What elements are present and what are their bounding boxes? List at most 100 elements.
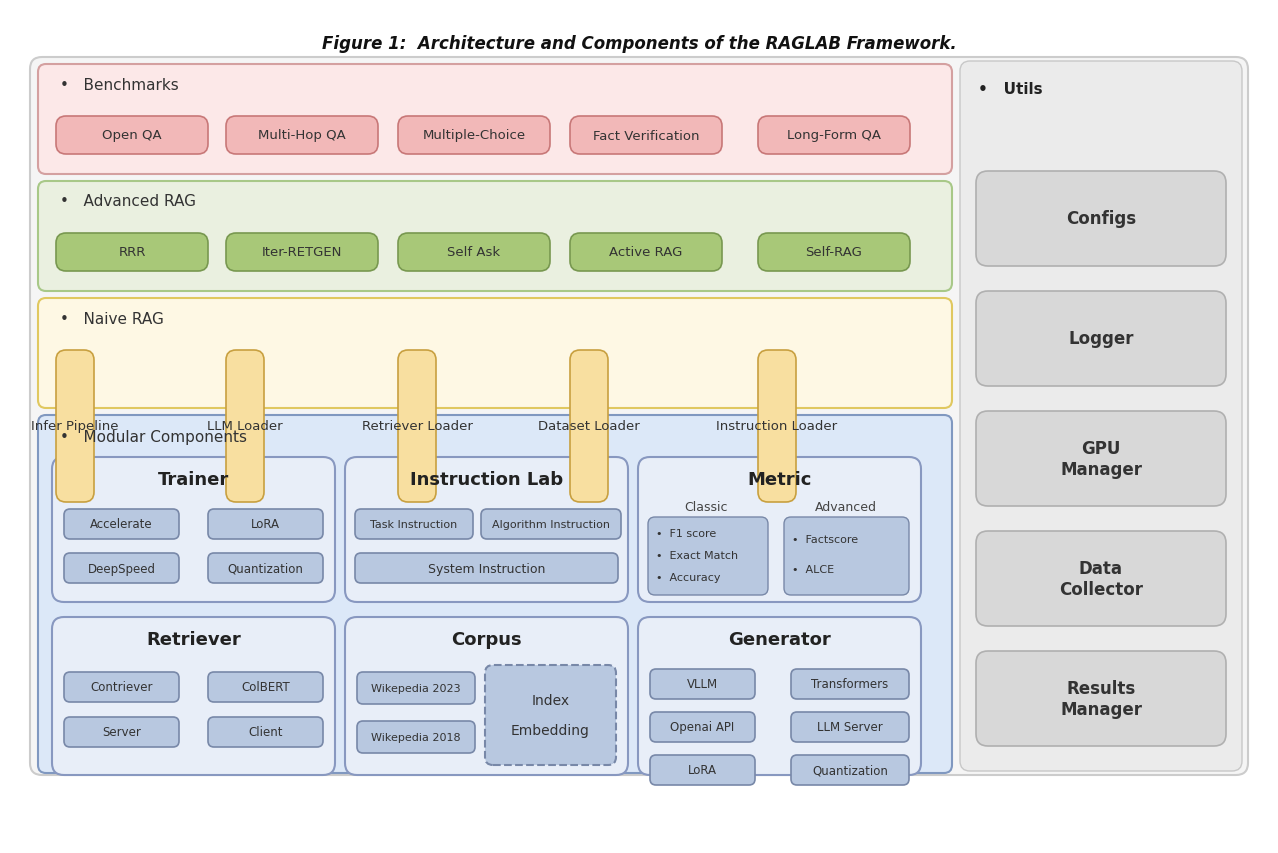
FancyBboxPatch shape bbox=[758, 117, 910, 154]
Text: DeepSpeed: DeepSpeed bbox=[87, 562, 156, 575]
Text: Figure 1:  Architecture and Components of the RAGLAB Framework.: Figure 1: Architecture and Components of… bbox=[322, 35, 956, 53]
Text: LoRA: LoRA bbox=[250, 518, 280, 531]
Text: Long-Form QA: Long-Form QA bbox=[787, 130, 881, 142]
Text: •  ALCE: • ALCE bbox=[792, 565, 835, 574]
FancyBboxPatch shape bbox=[481, 509, 621, 539]
Text: Advanced: Advanced bbox=[815, 501, 877, 514]
FancyBboxPatch shape bbox=[758, 351, 796, 502]
FancyBboxPatch shape bbox=[397, 234, 550, 272]
Text: Self Ask: Self Ask bbox=[447, 247, 501, 259]
FancyBboxPatch shape bbox=[570, 234, 722, 272]
FancyBboxPatch shape bbox=[758, 234, 910, 272]
FancyBboxPatch shape bbox=[208, 717, 323, 747]
FancyBboxPatch shape bbox=[226, 117, 378, 154]
Text: LLM Server: LLM Server bbox=[817, 721, 883, 734]
FancyBboxPatch shape bbox=[976, 531, 1226, 626]
FancyBboxPatch shape bbox=[29, 58, 1249, 775]
Text: LLM Loader: LLM Loader bbox=[207, 420, 282, 433]
FancyBboxPatch shape bbox=[208, 554, 323, 583]
Text: Multiple-Choice: Multiple-Choice bbox=[423, 130, 525, 142]
Text: Dataset Loader: Dataset Loader bbox=[538, 420, 640, 433]
Text: •   Advanced RAG: • Advanced RAG bbox=[60, 194, 196, 209]
Text: Configs: Configs bbox=[1066, 210, 1136, 229]
Text: •   Naive RAG: • Naive RAG bbox=[60, 311, 164, 326]
Text: Server: Server bbox=[102, 726, 141, 739]
Text: •   Modular Components: • Modular Components bbox=[60, 430, 247, 445]
Text: Openai API: Openai API bbox=[671, 721, 735, 734]
FancyBboxPatch shape bbox=[357, 721, 475, 753]
FancyBboxPatch shape bbox=[397, 351, 436, 502]
FancyBboxPatch shape bbox=[355, 509, 473, 539]
Text: Wikepedia 2023: Wikepedia 2023 bbox=[371, 683, 461, 693]
Text: Embedding: Embedding bbox=[511, 723, 590, 737]
Text: Algorithm Instruction: Algorithm Instruction bbox=[492, 519, 610, 530]
Text: Trainer: Trainer bbox=[158, 471, 229, 489]
FancyBboxPatch shape bbox=[397, 117, 550, 154]
Text: Generator: Generator bbox=[728, 630, 831, 648]
FancyBboxPatch shape bbox=[791, 755, 909, 785]
Text: Instruction Loader: Instruction Loader bbox=[717, 420, 837, 433]
FancyBboxPatch shape bbox=[38, 415, 952, 773]
FancyBboxPatch shape bbox=[64, 509, 179, 539]
FancyBboxPatch shape bbox=[648, 518, 768, 595]
Text: Corpus: Corpus bbox=[451, 630, 521, 648]
Text: ColBERT: ColBERT bbox=[242, 681, 290, 693]
Text: Client: Client bbox=[248, 726, 282, 739]
Text: Multi-Hop QA: Multi-Hop QA bbox=[258, 130, 346, 142]
Text: LoRA: LoRA bbox=[688, 763, 717, 776]
FancyBboxPatch shape bbox=[56, 117, 208, 154]
FancyBboxPatch shape bbox=[484, 665, 616, 765]
FancyBboxPatch shape bbox=[226, 351, 265, 502]
FancyBboxPatch shape bbox=[783, 518, 909, 595]
FancyBboxPatch shape bbox=[976, 292, 1226, 386]
FancyBboxPatch shape bbox=[52, 457, 335, 602]
Text: •  Exact Match: • Exact Match bbox=[656, 550, 739, 560]
Text: •  Accuracy: • Accuracy bbox=[656, 572, 721, 583]
Text: Active RAG: Active RAG bbox=[610, 247, 682, 259]
Text: •   Utils: • Utils bbox=[978, 83, 1043, 97]
FancyBboxPatch shape bbox=[56, 351, 95, 502]
Text: Retriever Loader: Retriever Loader bbox=[362, 420, 473, 433]
FancyBboxPatch shape bbox=[64, 717, 179, 747]
FancyBboxPatch shape bbox=[64, 672, 179, 702]
FancyBboxPatch shape bbox=[960, 62, 1242, 771]
FancyBboxPatch shape bbox=[976, 411, 1226, 507]
FancyBboxPatch shape bbox=[64, 554, 179, 583]
FancyBboxPatch shape bbox=[638, 457, 921, 602]
Text: RRR: RRR bbox=[119, 247, 146, 259]
FancyBboxPatch shape bbox=[38, 65, 952, 175]
FancyBboxPatch shape bbox=[345, 457, 627, 602]
FancyBboxPatch shape bbox=[791, 712, 909, 742]
FancyBboxPatch shape bbox=[651, 712, 755, 742]
FancyBboxPatch shape bbox=[357, 672, 475, 705]
FancyBboxPatch shape bbox=[651, 670, 755, 699]
FancyBboxPatch shape bbox=[976, 651, 1226, 746]
FancyBboxPatch shape bbox=[208, 672, 323, 702]
Text: Self-RAG: Self-RAG bbox=[805, 247, 863, 259]
FancyBboxPatch shape bbox=[56, 234, 208, 272]
Text: Contriever: Contriever bbox=[91, 681, 153, 693]
Text: •   Benchmarks: • Benchmarks bbox=[60, 78, 179, 92]
FancyBboxPatch shape bbox=[651, 755, 755, 785]
FancyBboxPatch shape bbox=[345, 618, 627, 775]
Text: Index: Index bbox=[532, 693, 570, 707]
Text: Fact Verification: Fact Verification bbox=[593, 130, 699, 142]
Text: GPU
Manager: GPU Manager bbox=[1059, 439, 1143, 479]
Text: Task Instruction: Task Instruction bbox=[371, 519, 458, 530]
Text: VLLM: VLLM bbox=[688, 677, 718, 691]
FancyBboxPatch shape bbox=[226, 234, 378, 272]
Text: Wikepedia 2018: Wikepedia 2018 bbox=[371, 732, 461, 742]
Text: Data
Collector: Data Collector bbox=[1059, 560, 1143, 598]
FancyBboxPatch shape bbox=[52, 618, 335, 775]
Text: System Instruction: System Instruction bbox=[428, 562, 546, 575]
Text: Quantization: Quantization bbox=[227, 562, 303, 575]
Text: Iter-RETGEN: Iter-RETGEN bbox=[262, 247, 343, 259]
Text: •  Factscore: • Factscore bbox=[792, 534, 858, 544]
FancyBboxPatch shape bbox=[38, 182, 952, 292]
Text: Retriever: Retriever bbox=[146, 630, 240, 648]
Text: •  F1 score: • F1 score bbox=[656, 528, 716, 538]
FancyBboxPatch shape bbox=[570, 117, 722, 154]
Text: Results
Manager: Results Manager bbox=[1059, 679, 1143, 718]
Text: Metric: Metric bbox=[748, 471, 812, 489]
FancyBboxPatch shape bbox=[208, 509, 323, 539]
